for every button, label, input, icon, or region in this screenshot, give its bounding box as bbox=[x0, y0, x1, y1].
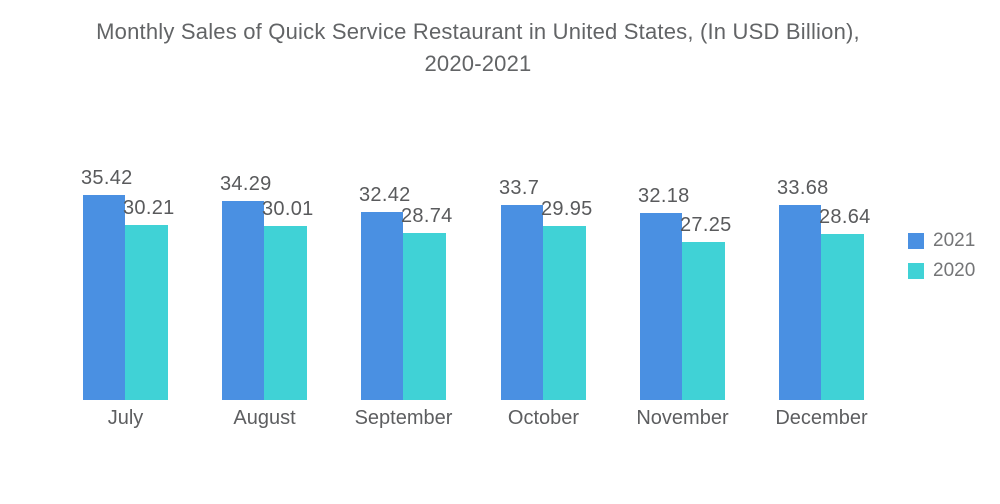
bar-group-september: 32.42 28.74 September bbox=[355, 0, 453, 429]
value-label-2021-july: 35.42 bbox=[81, 167, 133, 189]
value-label-2021-september: 32.42 bbox=[359, 184, 411, 206]
category-label-september: September bbox=[354, 407, 453, 429]
bar-2020-july bbox=[125, 225, 168, 400]
category-label-november: November bbox=[636, 407, 729, 429]
legend-swatch-2020-icon bbox=[908, 263, 924, 279]
legend-label-2021: 2021 bbox=[933, 230, 976, 251]
value-label-2021-december: 33.68 bbox=[777, 177, 829, 199]
legend-item-2020: 2020 bbox=[908, 260, 976, 281]
value-label-2020-july: 30.21 bbox=[123, 197, 175, 219]
legend: 2021 2020 bbox=[908, 230, 976, 281]
value-label-2020-october: 29.95 bbox=[541, 198, 593, 220]
value-label-2020-december: 28.64 bbox=[819, 206, 871, 228]
category-label-august: August bbox=[233, 407, 296, 429]
bar-2020-august bbox=[264, 226, 307, 400]
bar-2021-august bbox=[222, 201, 264, 400]
bar-group-november: 32.18 27.25 November bbox=[636, 0, 731, 429]
bar-2020-november bbox=[682, 242, 725, 400]
bar-2021-september bbox=[361, 212, 403, 400]
value-label-2021-august: 34.29 bbox=[220, 173, 272, 195]
bar-group-august: 34.29 30.01 August bbox=[220, 0, 313, 429]
bar-2021-november bbox=[640, 213, 682, 400]
bar-2020-september bbox=[403, 233, 446, 400]
bar-2020-december bbox=[821, 234, 864, 400]
chart-title: Monthly Sales of Quick Service Restauran… bbox=[38, 16, 918, 80]
bar-2021-december bbox=[779, 205, 821, 400]
category-label-october: October bbox=[507, 407, 580, 429]
bar-2021-july bbox=[83, 195, 125, 400]
chart-title-line1: Monthly Sales of Quick Service Restauran… bbox=[96, 19, 860, 44]
category-label-july: July bbox=[107, 407, 144, 429]
bar-group-july: 35.42 30.21 July bbox=[81, 0, 174, 429]
value-label-2020-november: 27.25 bbox=[680, 214, 732, 236]
category-label-december: December bbox=[775, 407, 868, 429]
bar-group-december: 33.68 28.64 December bbox=[775, 0, 870, 429]
legend-item-2021: 2021 bbox=[908, 230, 976, 251]
value-label-2021-october: 33.7 bbox=[499, 177, 540, 199]
value-label-2020-september: 28.74 bbox=[401, 205, 453, 227]
bar-2020-october bbox=[543, 226, 586, 400]
bar-group-october: 33.7 29.95 October bbox=[499, 0, 592, 429]
bar-2021-october bbox=[501, 205, 543, 400]
chart-title-line2: 2020-2021 bbox=[424, 51, 532, 76]
value-label-2020-august: 30.01 bbox=[262, 198, 314, 220]
legend-swatch-2021-icon bbox=[908, 233, 924, 249]
value-label-2021-november: 32.18 bbox=[638, 185, 690, 207]
legend-label-2020: 2020 bbox=[933, 260, 976, 281]
plot-area: 35.42 30.21 July 34.29 30.01 August 32.42 28.74… bbox=[81, 0, 870, 429]
